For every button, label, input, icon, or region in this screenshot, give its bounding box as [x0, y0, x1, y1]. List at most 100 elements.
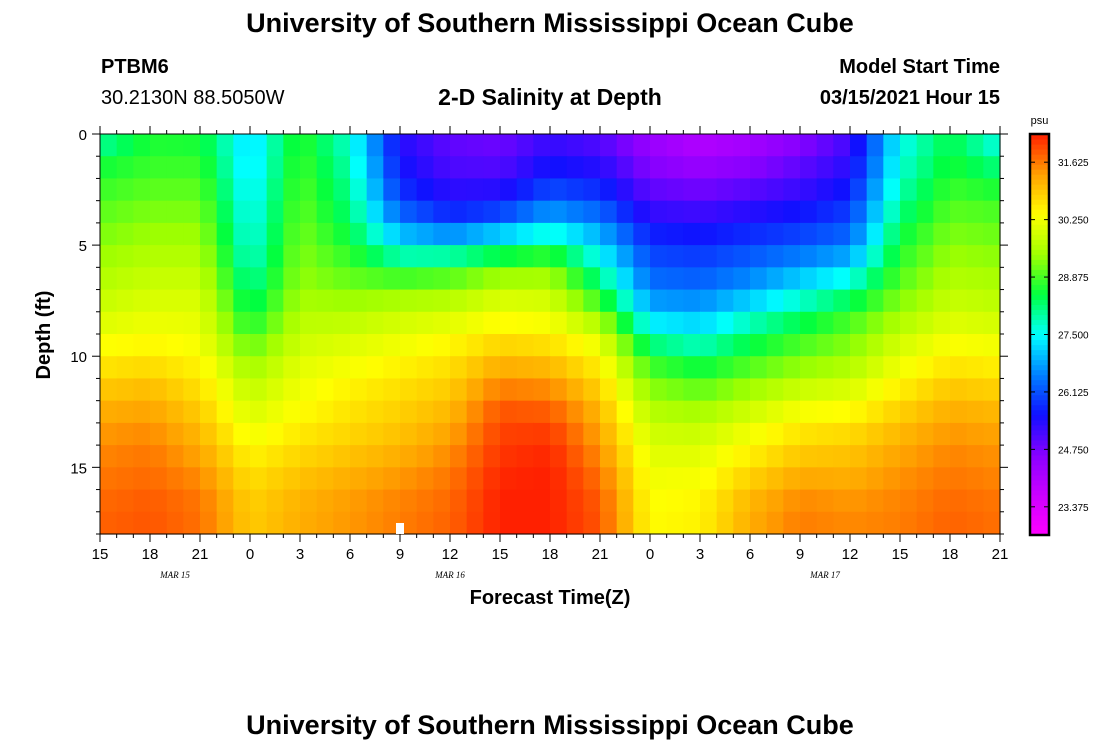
heatmap-cell [483, 378, 501, 402]
heatmap-cell [700, 334, 718, 357]
heatmap-cell [950, 400, 968, 424]
heatmap-cell [100, 334, 118, 357]
heatmap-cell [950, 445, 968, 468]
heatmap-cell [866, 200, 884, 224]
heatmap-cell [883, 267, 901, 291]
heatmap-cell [883, 489, 901, 513]
heatmap-cell [750, 378, 768, 402]
heatmap-cell [666, 289, 684, 313]
colorbar-segment [1030, 144, 1049, 150]
heatmap-cell [300, 222, 318, 246]
heatmap-cell [300, 289, 318, 313]
heatmap-cell [233, 400, 251, 424]
heatmap-cell [983, 445, 1001, 468]
heatmap-cell [383, 311, 401, 335]
heatmap-cell [900, 289, 918, 313]
heatmap-cell [450, 178, 468, 202]
heatmap-cell [716, 467, 734, 491]
heatmap-cell [450, 378, 468, 402]
heatmap-cell [366, 245, 384, 268]
heatmap-cell [150, 311, 168, 335]
heatmap-cell [783, 200, 801, 224]
heatmap-cell [683, 334, 701, 357]
heatmap-cell [666, 400, 684, 424]
heatmap-cell [850, 311, 868, 335]
heatmap-cell [650, 156, 668, 180]
heatmap-cell [366, 134, 384, 157]
heatmap-cell [850, 356, 868, 380]
heatmap-cell [183, 467, 201, 491]
heatmap-cell [100, 178, 118, 202]
heatmap-cell [916, 489, 934, 513]
heatmap-cell [633, 489, 651, 513]
heatmap-cell [566, 245, 584, 268]
heatmap-cell [950, 422, 968, 446]
heatmap-cell [566, 289, 584, 313]
colorbar-segment [1030, 249, 1049, 255]
heatmap-cell [983, 267, 1001, 291]
heatmap-cell [333, 222, 351, 246]
heatmap-cell [366, 356, 384, 380]
heatmap-cell [583, 200, 601, 224]
heatmap-cell [916, 356, 934, 380]
heatmap-cell [550, 489, 568, 513]
heatmap-cell [100, 378, 118, 402]
colorbar-tick-label: 27.500 [1058, 331, 1089, 342]
heatmap-cell [616, 489, 634, 513]
heatmap-cell [633, 467, 651, 491]
heatmap-cell [200, 378, 218, 402]
heatmap-cell [733, 134, 751, 157]
heatmap-cell [700, 200, 718, 224]
heatmap-cell [416, 156, 434, 180]
heatmap-cell [466, 267, 484, 291]
heatmap-cell [300, 378, 318, 402]
heatmap-cell [250, 400, 268, 424]
heatmap-cell [633, 267, 651, 291]
heatmap-cell [116, 422, 134, 446]
heatmap-cell [483, 245, 501, 268]
heatmap-cell [650, 356, 668, 380]
heatmap-cell [416, 245, 434, 268]
heatmap-cell [216, 467, 234, 491]
heatmap-cell [583, 378, 601, 402]
heatmap-cell [833, 445, 851, 468]
colorbar-segment [1030, 479, 1049, 486]
heatmap-cell [600, 134, 618, 157]
heatmap-cell [750, 134, 768, 157]
heatmap-cell [450, 445, 468, 468]
heatmap-cell [500, 445, 518, 468]
heatmap-cell [266, 200, 284, 224]
heatmap-cell [916, 222, 934, 246]
heatmap-cell [200, 489, 218, 513]
heatmap-cell [500, 267, 518, 291]
heatmap-cell [133, 334, 151, 357]
heatmap-cell [583, 222, 601, 246]
colorbar-segment [1030, 289, 1049, 295]
colorbar-segment [1030, 469, 1049, 476]
heatmap-cell [100, 511, 118, 535]
heatmap-cell [983, 467, 1001, 491]
heatmap-cell [250, 134, 268, 157]
heatmap-cell [583, 134, 601, 157]
heatmap-cell [583, 334, 601, 357]
heatmap-cell [166, 422, 184, 446]
heatmap-cell [350, 156, 368, 180]
heatmap-cell [600, 400, 618, 424]
colorbar-segment [1030, 484, 1049, 491]
colorbar-segment [1030, 459, 1049, 466]
heatmap-cell [816, 445, 834, 468]
colorbar-segment [1030, 164, 1049, 170]
heatmap-cell [966, 245, 984, 268]
x-tick-label: 18 [542, 546, 559, 563]
heatmap-cell [650, 289, 668, 313]
colorbar-segment [1030, 434, 1049, 441]
heatmap-cell [633, 289, 651, 313]
heatmap-cell [450, 289, 468, 313]
colorbar-tick-label: 24.750 [1058, 445, 1089, 456]
colorbar-segment [1030, 374, 1049, 381]
heatmap-cell [316, 378, 334, 402]
heatmap-cell [300, 200, 318, 224]
heatmap-cell [933, 378, 951, 402]
heatmap-cell [550, 378, 568, 402]
heatmap-cell [433, 489, 451, 513]
